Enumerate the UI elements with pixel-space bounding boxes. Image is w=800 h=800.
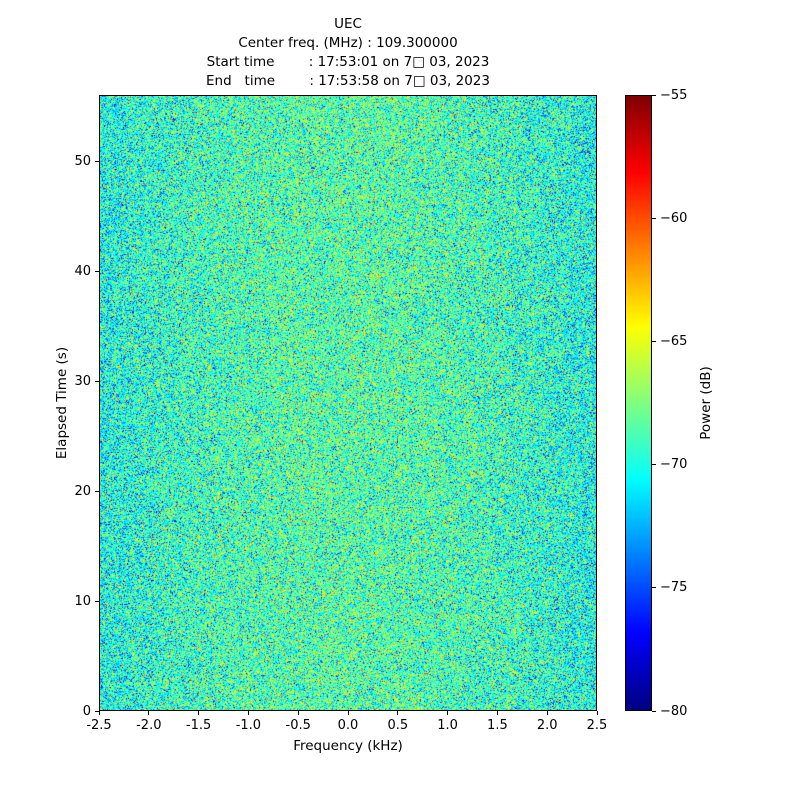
- x-axis-label: Frequency (kHz): [293, 738, 403, 754]
- y-tick: [95, 490, 99, 492]
- y-tick: [95, 600, 99, 602]
- end-time-line: End time : 17:53:58 on 7□ 03, 2023: [206, 73, 490, 89]
- x-tick: [447, 711, 449, 715]
- x-tick-label: -1.0: [235, 718, 262, 733]
- x-tick: [596, 711, 598, 715]
- x-tick: [546, 711, 548, 715]
- x-tick: [247, 711, 249, 715]
- y-tick-label: 10: [74, 593, 91, 609]
- y-tick-label: 0: [82, 703, 91, 719]
- y-tick-label: 20: [74, 483, 91, 499]
- x-tick: [347, 711, 349, 715]
- x-tick-label: 0.5: [387, 718, 409, 733]
- x-tick-label: 2.0: [536, 718, 558, 733]
- colorbar-canvas: [625, 95, 652, 711]
- y-tick-label: 40: [74, 263, 91, 279]
- x-tick-label: -0.5: [285, 718, 311, 733]
- colorbar-tick-label: −65: [660, 333, 688, 349]
- x-tick-label: -1.5: [185, 718, 212, 733]
- x-tick: [148, 711, 150, 715]
- x-tick: [297, 711, 299, 715]
- x-tick-label: 0.0: [337, 718, 359, 733]
- colorbar-tick: [652, 94, 656, 96]
- x-tick: [98, 711, 100, 715]
- colorbar-tick: [652, 710, 656, 712]
- y-tick-label: 50: [74, 153, 91, 169]
- x-tick: [397, 711, 399, 715]
- colorbar-label: Power (dB): [698, 366, 714, 440]
- colorbar-tick-label: −80: [660, 703, 688, 719]
- y-axis-label: Elapsed Time (s): [54, 346, 70, 460]
- y-tick: [95, 380, 99, 382]
- x-tick: [496, 711, 498, 715]
- x-tick-label: -2.5: [86, 718, 112, 733]
- colorbar-tick: [652, 464, 656, 466]
- y-tick: [95, 710, 99, 712]
- colorbar-tick: [652, 587, 656, 589]
- y-tick: [95, 160, 99, 162]
- colorbar-frame: [625, 95, 652, 711]
- colorbar-tick: [652, 217, 656, 219]
- center-freq-line: Center freq. (MHz) : 109.300000: [238, 35, 458, 51]
- colorbar-tick-label: −75: [660, 580, 688, 596]
- colorbar-tick: [652, 340, 656, 342]
- colorbar-tick-label: −70: [660, 457, 688, 473]
- start-time-line: Start time : 17:53:01 on 7□ 03, 2023: [206, 54, 490, 70]
- x-tick-label: 2.5: [586, 718, 608, 733]
- y-tick-label: 30: [74, 373, 91, 389]
- x-tick: [198, 711, 200, 715]
- x-tick-label: 1.5: [487, 718, 508, 733]
- spectrogram-canvas: [99, 95, 597, 711]
- x-tick-label: 1.0: [437, 718, 458, 733]
- colorbar-tick-label: −60: [660, 210, 688, 226]
- x-tick-label: -2.0: [136, 718, 162, 733]
- plot-title: UEC: [334, 16, 362, 32]
- axes-frame: [99, 95, 597, 711]
- y-tick: [95, 270, 99, 272]
- colorbar-tick-label: −55: [660, 87, 688, 103]
